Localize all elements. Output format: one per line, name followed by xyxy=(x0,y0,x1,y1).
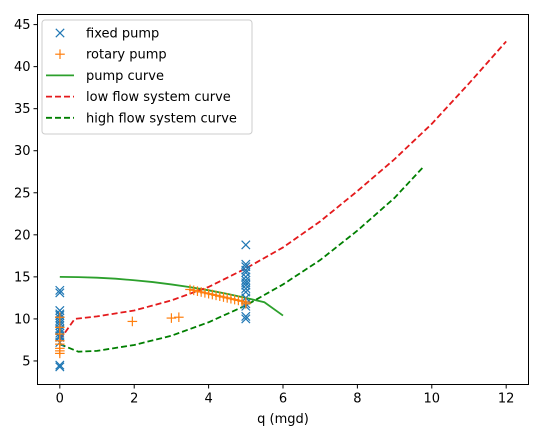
y-tick-label-35: 35 xyxy=(14,102,31,117)
fixed-pump-point-14-stroke-b xyxy=(55,305,65,316)
y-tick-label-20: 20 xyxy=(14,228,31,243)
fixed-pump-point-18 xyxy=(241,311,251,322)
rotary-pump-point-9 xyxy=(166,313,177,323)
x-axis-title: q (mgd) xyxy=(257,412,309,427)
x-tick-label-8: 8 xyxy=(353,392,361,407)
fixed-pump-point-0-stroke-b xyxy=(55,362,65,372)
low-flow-system-curve-line xyxy=(59,40,507,341)
fixed-pump-point-15-stroke-b xyxy=(55,288,65,298)
rotary-pump-point-27 xyxy=(241,298,251,309)
y-tick-label-15: 15 xyxy=(14,270,31,285)
fixed-pump-point-1 xyxy=(55,360,65,370)
fixed-pump-point-14 xyxy=(55,305,65,316)
x-tick-label-12: 12 xyxy=(498,392,515,407)
fixed-pump-point-18-stroke-b xyxy=(241,311,251,322)
fixed-pump-point-31 xyxy=(241,259,251,269)
fixed-pump-points xyxy=(55,240,251,372)
y-tick-label-30: 30 xyxy=(14,144,31,159)
fixed-pump-point-27 xyxy=(241,272,251,282)
fixed-pump-point-16 xyxy=(55,285,65,295)
fixed-pump-point-26 xyxy=(241,275,251,285)
fixed-pump-point-0 xyxy=(55,362,65,372)
fixed-pump-point-27-stroke-b xyxy=(241,272,251,282)
fixed-pump-point-30 xyxy=(241,262,251,272)
y-tick-label-5: 5 xyxy=(22,354,30,369)
y-tick-label-25: 25 xyxy=(14,186,31,201)
x-tick-label-6: 6 xyxy=(279,392,287,407)
legend: fixed pump rotary pump pump curve low flow … xyxy=(41,19,253,135)
fixed-pump-point-30-stroke-b xyxy=(241,262,251,272)
fixed-pump-point-26-stroke-b xyxy=(241,275,251,285)
rotary-pump-points xyxy=(55,284,251,359)
fixed-pump-point-22 xyxy=(241,287,251,297)
x-tick-label-4: 4 xyxy=(204,392,212,407)
legend-item-fixed-pump: fixed pump xyxy=(55,27,159,42)
y-tick-label-40: 40 xyxy=(14,60,31,75)
y-tick-label-10: 10 xyxy=(14,312,31,327)
legend-item-rotary-pump: rotary pump xyxy=(55,48,167,63)
fixed-pump-point-17 xyxy=(241,314,251,324)
fixed-pump-point-1-stroke-b xyxy=(55,360,65,370)
y-tick-label-45: 45 xyxy=(14,18,31,33)
legend-label-rotary-pump: rotary pump xyxy=(86,48,167,63)
fixed-pump-point-15 xyxy=(55,288,65,298)
legend-box xyxy=(41,19,253,135)
legend-label-fixed-pump: fixed pump xyxy=(86,27,159,42)
legend-item-high-flow-system-curve: high flow system curve xyxy=(46,111,237,126)
legend-item-low-flow-system-curve: low flow system curve xyxy=(46,90,231,105)
x-tick-label-2: 2 xyxy=(130,392,138,407)
fixed-pump-point-16-stroke-b xyxy=(55,285,65,295)
fixed-pump-point-22-stroke-b xyxy=(241,287,251,297)
legend-marker-fixed-pump xyxy=(55,28,65,38)
fixed-pump-point-32 xyxy=(241,240,251,250)
fixed-pump-point-32-stroke-b xyxy=(241,240,251,250)
fixed-pump-point-31-stroke-b xyxy=(241,259,251,269)
legend-marker-fixed-pump-stroke-b xyxy=(55,28,65,38)
legend-label-high-flow-system-curve: high flow system curve xyxy=(86,111,237,126)
legend-marker-rotary-pump xyxy=(55,49,65,59)
x-tick-label-0: 0 xyxy=(56,392,64,407)
x-axis: 0 2 4 6 8 10 12 xyxy=(56,384,515,407)
high-flow-system-curve-line xyxy=(59,165,426,353)
fixed-pump-point-17-stroke-b xyxy=(241,314,251,324)
rotary-pump-point-7 xyxy=(55,312,65,323)
y-axis: 5 10 15 20 25 30 35 40 45 xyxy=(14,18,38,369)
legend-item-pump-curve: pump curve xyxy=(46,69,164,84)
plot-marks xyxy=(55,40,507,372)
rotary-pump-point-8 xyxy=(127,316,138,327)
legend-label-pump-curve: pump curve xyxy=(86,69,164,84)
x-tick-label-10: 10 xyxy=(424,392,441,407)
rotary-pump-point-10 xyxy=(174,312,184,323)
rotary-pump-point-6 xyxy=(55,322,65,333)
legend-label-low-flow-system-curve: low flow system curve xyxy=(86,90,231,105)
